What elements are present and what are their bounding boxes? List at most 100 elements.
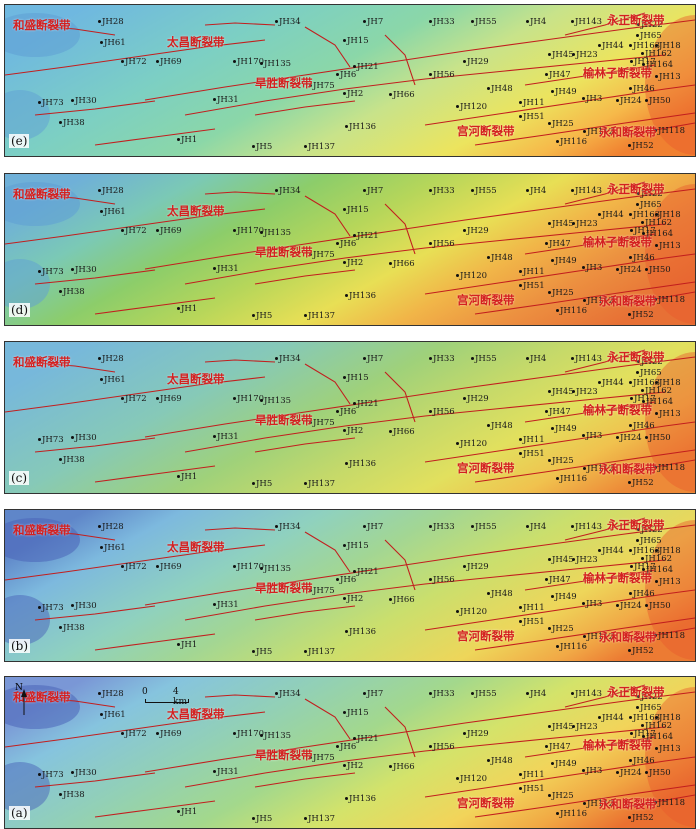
well-marker: JH45	[548, 723, 574, 732]
well-marker: JH29	[463, 563, 489, 572]
well-dot	[519, 270, 522, 273]
well-marker: JH29	[463, 58, 489, 67]
well-marker: JH116	[556, 475, 587, 484]
well-marker: JH11	[519, 99, 545, 108]
well-marker: JH164	[642, 398, 673, 407]
fault-trace	[5, 711, 266, 748]
well-marker: JH45	[548, 388, 574, 397]
well-label: JH29	[467, 729, 489, 739]
well-dot	[100, 378, 103, 381]
well-marker: JH61	[100, 208, 126, 217]
well-marker: JH38	[59, 119, 85, 128]
well-dot	[71, 436, 74, 439]
well-dot	[629, 381, 632, 384]
well-dot	[233, 565, 236, 568]
fault-trace	[204, 22, 276, 26]
fault-label-gonghe: 宫河断裂带	[457, 796, 515, 810]
well-dot	[629, 213, 632, 216]
well-dot	[463, 732, 466, 735]
well-dot	[556, 309, 559, 312]
well-marker: JH29	[463, 395, 489, 404]
low-elevation-zone	[5, 518, 80, 562]
well-marker: JH5	[252, 143, 272, 152]
well-marker: JH4	[526, 187, 546, 196]
well-dot	[556, 645, 559, 648]
well-label: JH30	[75, 96, 97, 106]
well-dot	[98, 525, 101, 528]
well-marker: JH135	[260, 565, 291, 574]
well-label: JH55	[475, 354, 497, 364]
well-marker: JH143	[571, 355, 602, 364]
well-label: JH46	[633, 84, 655, 94]
well-label: JH66	[393, 259, 415, 269]
well-marker: JH30	[71, 602, 97, 611]
well-label: JH137	[308, 311, 336, 321]
fault-trace	[304, 531, 351, 573]
well-marker: JH164	[642, 733, 673, 742]
well-marker: JH28	[98, 18, 124, 27]
well-label: JH61	[104, 375, 126, 385]
well-label: JH75	[313, 586, 335, 596]
scale-length: 4 km	[173, 687, 187, 707]
well-label: JH30	[75, 601, 97, 611]
well-dot	[343, 92, 346, 95]
fault-trace	[204, 694, 276, 698]
well-marker: JH61	[100, 39, 126, 48]
fault-label-yonghe: 永和断裂带	[599, 797, 657, 811]
well-marker: JH61	[100, 544, 126, 553]
well-label: JH24	[620, 265, 642, 275]
well-label: JH28	[102, 689, 124, 699]
well-dot	[636, 34, 639, 37]
well-marker: JH1	[177, 305, 197, 314]
well-marker: JH49	[551, 88, 577, 97]
well-dot	[645, 436, 648, 439]
well-label: JH56	[433, 407, 455, 417]
well-marker: JH15	[343, 542, 369, 551]
well-marker: JH7	[363, 355, 383, 364]
well-marker: JH46	[629, 757, 655, 766]
well-dot	[572, 390, 575, 393]
well-label: JH23	[576, 555, 598, 565]
well-marker: JH1	[177, 641, 197, 650]
well-label: JH2	[347, 258, 364, 268]
well-label: JH21	[357, 231, 379, 241]
well-dot	[336, 73, 339, 76]
well-label: JH7	[367, 689, 384, 699]
fault-trace	[474, 281, 695, 315]
well-dot	[59, 626, 62, 629]
well-label: JH5	[256, 814, 273, 824]
well-label: JH163	[633, 210, 661, 220]
well-label: JH28	[102, 522, 124, 532]
well-label: JH17	[634, 562, 656, 572]
well-label: JH15	[347, 36, 369, 46]
well-dot	[583, 467, 586, 470]
well-marker: JH136	[345, 460, 376, 469]
fault-trace	[524, 233, 656, 255]
well-marker: JH23	[572, 388, 598, 397]
fault-label-yulinzi: 榆林子断裂带	[583, 571, 652, 585]
well-label: JH47	[549, 575, 571, 585]
well-marker: JH47	[545, 71, 571, 80]
well-marker: JH33	[429, 187, 455, 196]
well-marker: JH17	[630, 563, 656, 572]
well-dot	[456, 105, 459, 108]
well-label: JH4	[530, 186, 547, 196]
well-marker: JH3	[582, 432, 602, 441]
well-dot	[471, 189, 474, 192]
well-dot	[121, 397, 124, 400]
well-marker: JH75	[309, 419, 335, 428]
fault-label-yonghe: 永和断裂带	[599, 125, 657, 139]
fault-trace	[474, 449, 695, 483]
well-label: JH164	[646, 732, 674, 742]
well-label: JH56	[433, 70, 455, 80]
well-marker: JH48	[487, 422, 513, 431]
well-dot	[389, 598, 392, 601]
elevation-fill	[5, 174, 695, 325]
well-dot	[556, 140, 559, 143]
well-dot	[641, 724, 644, 727]
well-marker: JH143	[571, 523, 602, 532]
well-marker: JH18	[655, 547, 681, 556]
well-dot	[655, 244, 658, 247]
fault-trace	[474, 112, 695, 146]
well-label: JH49	[555, 87, 577, 97]
